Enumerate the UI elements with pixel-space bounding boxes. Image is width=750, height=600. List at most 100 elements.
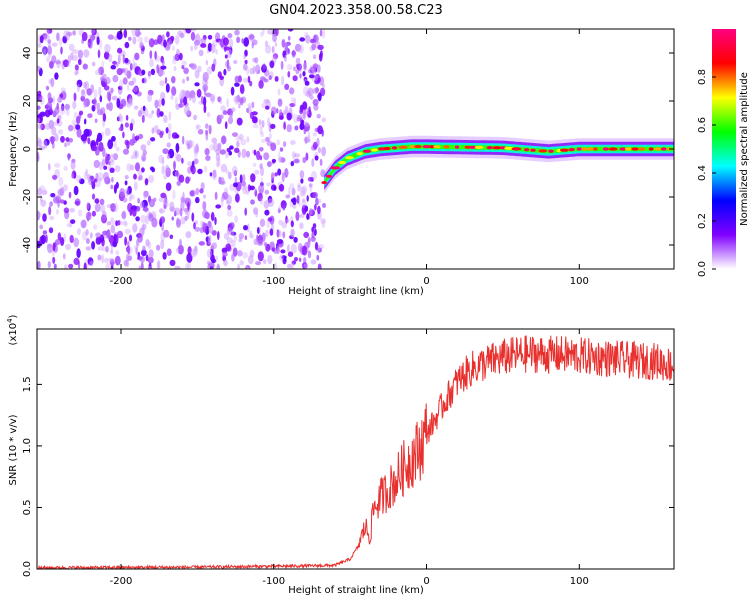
- noise-blob: [251, 101, 255, 109]
- noise-blob: [122, 197, 128, 203]
- x-tick-label: 100: [570, 276, 589, 287]
- noise-blob: [108, 160, 111, 166]
- noise-blob: [163, 39, 167, 48]
- noise-blob: [63, 184, 68, 192]
- noise-blob: [176, 154, 182, 162]
- noise-blob: [108, 164, 112, 170]
- noise-blob: [100, 214, 106, 224]
- noise-blob: [141, 69, 146, 76]
- noise-blob: [252, 162, 257, 167]
- noise-blob: [271, 158, 276, 164]
- noise-blob: [293, 97, 297, 107]
- noise-blob: [159, 208, 163, 214]
- noise-blob: [281, 221, 288, 229]
- noise-blob: [37, 65, 41, 72]
- noise-blob: [46, 29, 50, 37]
- noise-blob: [320, 218, 326, 224]
- noise-blob: [111, 153, 118, 158]
- noise-blob: [94, 198, 100, 204]
- noise-blob: [37, 187, 43, 196]
- noise-blob: [278, 205, 282, 211]
- noise-blob: [305, 34, 311, 44]
- noise-blob: [96, 102, 100, 111]
- noise-blob: [272, 33, 277, 43]
- noise-blob: [165, 164, 170, 172]
- noise-blob: [189, 93, 192, 102]
- y-tick-label: 40: [22, 47, 33, 60]
- noise-blob: [215, 48, 218, 55]
- noise-blob: [206, 66, 213, 75]
- noise-blob: [134, 151, 138, 158]
- snr-frame: [36, 328, 675, 570]
- noise-blob: [140, 214, 147, 224]
- noise-blob: [286, 263, 293, 269]
- noise-blob: [272, 53, 279, 60]
- noise-blob: [186, 252, 193, 263]
- noise-blob: [252, 65, 256, 75]
- trace-peak: [511, 147, 522, 151]
- noise-blob: [165, 182, 172, 191]
- noise-blob: [183, 96, 188, 106]
- noise-blob: [254, 189, 258, 197]
- noise-blob: [81, 31, 88, 42]
- trace-peak: [422, 145, 431, 149]
- noise-blob: [234, 147, 240, 153]
- x-tick-label: -100: [262, 276, 285, 287]
- noise-blob: [256, 150, 261, 161]
- snr-series-line: [37, 335, 674, 569]
- noise-blob: [258, 80, 264, 89]
- noise-blob: [39, 111, 46, 117]
- noise-blob: [131, 63, 136, 70]
- noise-blob: [124, 180, 128, 186]
- noise-blob: [300, 186, 306, 196]
- noise-blob: [98, 86, 102, 97]
- x-tick-label: -200: [110, 276, 133, 287]
- noise-blob: [311, 226, 315, 233]
- colorbar-tick-label: 0.4: [697, 165, 708, 181]
- noise-blob: [121, 210, 127, 220]
- noise-blob: [259, 218, 266, 227]
- noise-blob: [162, 148, 169, 155]
- noise-blob: [258, 184, 265, 194]
- noise-blob: [37, 94, 43, 102]
- noise-blob: [190, 62, 197, 69]
- noise-blob: [206, 248, 213, 258]
- noise-blob: [250, 173, 256, 183]
- noise-blob: [99, 95, 103, 103]
- noise-blob: [220, 105, 226, 112]
- noise-blob: [115, 181, 119, 189]
- noise-blob: [124, 122, 129, 128]
- noise-blob: [181, 65, 185, 70]
- noise-blob: [46, 243, 53, 248]
- noise-blob: [307, 130, 311, 139]
- noise-blob: [117, 54, 121, 65]
- noise-blob: [226, 194, 233, 205]
- noise-blob: [202, 201, 207, 211]
- trace-peak: [429, 145, 435, 149]
- noise-blob: [44, 123, 52, 130]
- noise-blob: [230, 86, 235, 96]
- noise-blob: [73, 237, 80, 248]
- noise-blob: [77, 58, 82, 66]
- noise-blob: [253, 207, 259, 215]
- noise-blob: [158, 98, 162, 108]
- noise-blob: [174, 207, 181, 216]
- noise-blob: [312, 98, 319, 106]
- noise-blob: [107, 34, 114, 40]
- trace-peak: [414, 145, 422, 149]
- noise-blob: [76, 83, 80, 93]
- noise-blob: [83, 98, 87, 108]
- noise-blob: [285, 170, 289, 176]
- noise-blob: [309, 94, 314, 100]
- noise-blob: [290, 243, 297, 254]
- noise-blob: [85, 246, 92, 251]
- noise-blob: [317, 44, 324, 51]
- noise-blob: [148, 38, 155, 48]
- trace-peak: [538, 149, 548, 153]
- noise-blob: [205, 212, 210, 220]
- noise-blob: [59, 186, 65, 197]
- noise-blob: [59, 105, 66, 116]
- noise-blob: [319, 158, 323, 166]
- noise-blob: [51, 42, 58, 47]
